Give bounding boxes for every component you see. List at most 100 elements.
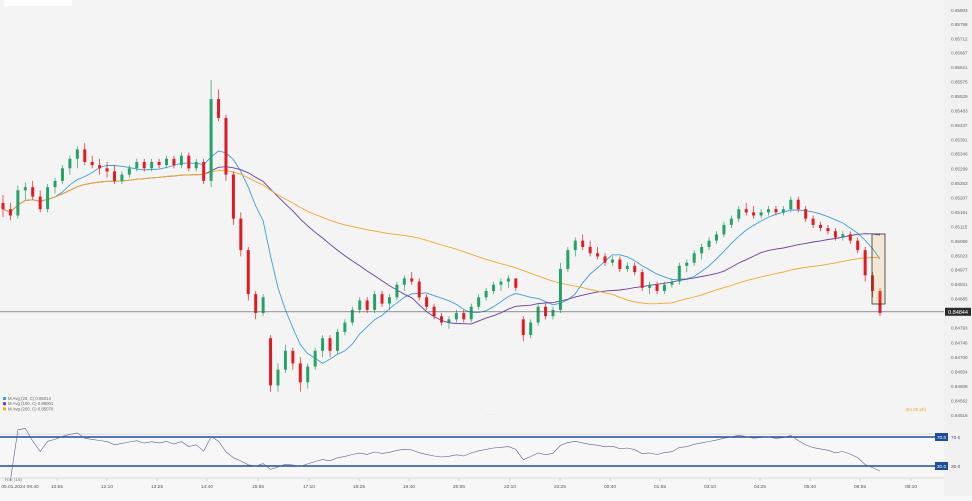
candle (492, 281, 496, 295)
candle (269, 335, 273, 392)
candle (603, 253, 607, 266)
candle (484, 287, 488, 301)
candle (506, 275, 510, 288)
candle (804, 206, 808, 222)
candle (640, 268, 644, 292)
y-tick-label: 0.85299 (951, 166, 968, 171)
candle (38, 190, 42, 213)
y-tick-label: 0.85346 (951, 152, 968, 157)
dots-marker: · · · (487, 412, 495, 418)
candle (313, 347, 317, 370)
legend-entry: M Avg (200, C) 0.85070 (8, 406, 54, 411)
candle (142, 158, 146, 172)
y-tick-label: 0.85667 (951, 51, 968, 56)
candle (350, 306, 354, 326)
x-tick-label: 03:10 (704, 484, 716, 490)
candle (752, 206, 756, 219)
rsi-label: RSI (14) (5, 477, 22, 482)
candle (477, 294, 481, 310)
candle (231, 171, 235, 225)
legend-swatch (3, 407, 6, 411)
candle (298, 357, 302, 392)
y-tick-label: 0.84885 (951, 297, 968, 302)
candle (536, 303, 540, 326)
y-tick-label: 0.84562 (951, 398, 968, 403)
rsi-upper-tag (935, 433, 948, 441)
candle (529, 319, 533, 339)
candle (343, 319, 347, 336)
candle (558, 262, 562, 314)
candle (447, 316, 451, 329)
candle (335, 328, 339, 354)
candle (239, 212, 243, 257)
x-tick-label: 05:40 (804, 484, 816, 490)
candle (425, 294, 429, 310)
candle (23, 182, 27, 200)
rsi-lower-tag-text: 30.0 (937, 464, 947, 470)
candle (692, 250, 696, 266)
candle (328, 335, 332, 358)
candle (774, 206, 778, 216)
candle (863, 246, 867, 282)
candle (781, 206, 785, 216)
candle (60, 165, 64, 185)
candle (395, 281, 399, 301)
candle (172, 155, 176, 169)
x-tick-label: 10:55 (51, 484, 63, 490)
candle (194, 158, 198, 172)
y-tick-label: 0.84931 (951, 282, 968, 287)
candle (8, 202, 12, 221)
candle (551, 306, 555, 320)
y-tick-label: 0.85529 (951, 94, 968, 99)
candle (217, 89, 221, 122)
y-tick-label: 0.85758 (951, 22, 968, 27)
x-tick-label: 06:55 (854, 484, 866, 490)
x-tick-label: 17:10 (303, 484, 315, 490)
x-tick-label: 13:25 (151, 484, 163, 490)
ma200-line (2, 169, 881, 305)
y-tick-label: 0.85207 (951, 195, 968, 200)
candle (179, 152, 183, 169)
candle (707, 237, 711, 251)
y-tick-label: 0.84746 (951, 340, 968, 345)
candle (856, 237, 860, 254)
candle (53, 177, 57, 194)
candle (521, 316, 525, 342)
y-tick-label: 0.85023 (951, 253, 968, 258)
candle (202, 158, 206, 185)
candle (848, 231, 852, 244)
y-tick-label: 0.85253 (951, 181, 968, 186)
candle (633, 262, 637, 276)
candle (514, 278, 518, 292)
candle (566, 246, 570, 273)
candle (68, 155, 72, 175)
candle (871, 272, 875, 298)
y-tick-label: 0.85391 (951, 137, 968, 142)
y-tick-label: 0.85483 (951, 108, 968, 113)
candle (544, 303, 548, 320)
candle (700, 243, 704, 260)
rsi-upper-tag-text: 70.0 (937, 435, 947, 441)
candle (655, 281, 659, 295)
y-tick-label: 0.84654 (951, 369, 968, 374)
candle (46, 184, 50, 213)
legend-swatch (3, 402, 6, 406)
x-tick-label: 14:40 (201, 484, 213, 490)
candle (417, 278, 421, 301)
legend-swatch (3, 397, 6, 400)
candle (819, 221, 823, 232)
y-tick-label: 0.85712 (951, 36, 968, 41)
candle (321, 335, 325, 358)
candle (796, 196, 800, 213)
svg-text:0.84844: 0.84844 (948, 310, 968, 316)
legend-entry: M Avg (100, C) 0.85001 (8, 401, 54, 406)
y-tick-label: 0.84700 (951, 355, 968, 360)
y-tick-label: 0.84608 (951, 384, 968, 389)
y-tick-label: 0.85115 (951, 224, 968, 229)
candle (789, 196, 793, 213)
candle (246, 246, 250, 301)
candle (127, 165, 131, 178)
candle (98, 158, 102, 175)
legend-entry: M Avg (20, C) 0.85014 (8, 396, 52, 401)
